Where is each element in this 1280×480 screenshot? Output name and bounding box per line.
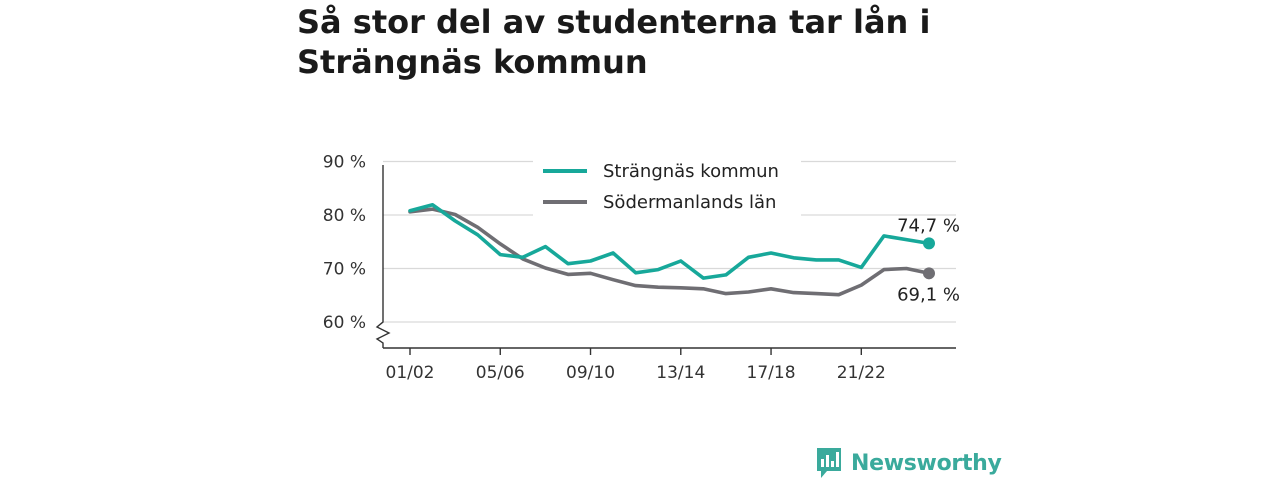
x-tick-label: 13/14	[656, 363, 705, 383]
newsworthy-chart-icon	[817, 448, 841, 478]
chart-title: Så stor del av studenterna tar lån i Str…	[297, 3, 931, 81]
x-tick-label: 17/18	[747, 363, 796, 383]
y-tick-label: 60 %	[323, 313, 366, 333]
x-tick-label: 01/02	[386, 363, 435, 383]
y-tick-label: 80 %	[323, 206, 366, 226]
x-axis: 01/02 05/06 09/10 13/14 17/18 21/22	[383, 347, 956, 383]
series-end-point	[923, 237, 935, 250]
legend-label: Strängnäs kommun	[603, 161, 779, 182]
y-axis: 60 % 70 % 80 % 90 %	[323, 153, 391, 348]
y-tick-label: 90 %	[323, 153, 366, 173]
x-tick-label: 21/22	[837, 363, 886, 383]
end-value-label-strangnas: 74,7 %	[897, 215, 960, 236]
legend-background	[533, 152, 801, 218]
y-tick-label: 70 %	[323, 260, 366, 280]
x-tick-label: 05/06	[476, 363, 525, 383]
series-line-strangnas	[408, 203, 931, 280]
x-tick-label: 09/10	[566, 363, 615, 383]
series-end-point	[923, 267, 935, 280]
y-axis-line-break	[375, 165, 391, 348]
series-lines: 74,7 % 69,1 %	[408, 203, 960, 305]
end-value-label-sodermanland: 69,1 %	[897, 284, 960, 305]
newsworthy-logo: Newsworthy	[815, 446, 1002, 480]
legend-label: Södermanlands län	[603, 192, 776, 213]
series-line-sodermanland	[408, 207, 931, 297]
brand-name: Newsworthy	[851, 450, 1002, 476]
legend: Strängnäs kommun Södermanlands län	[533, 152, 801, 218]
